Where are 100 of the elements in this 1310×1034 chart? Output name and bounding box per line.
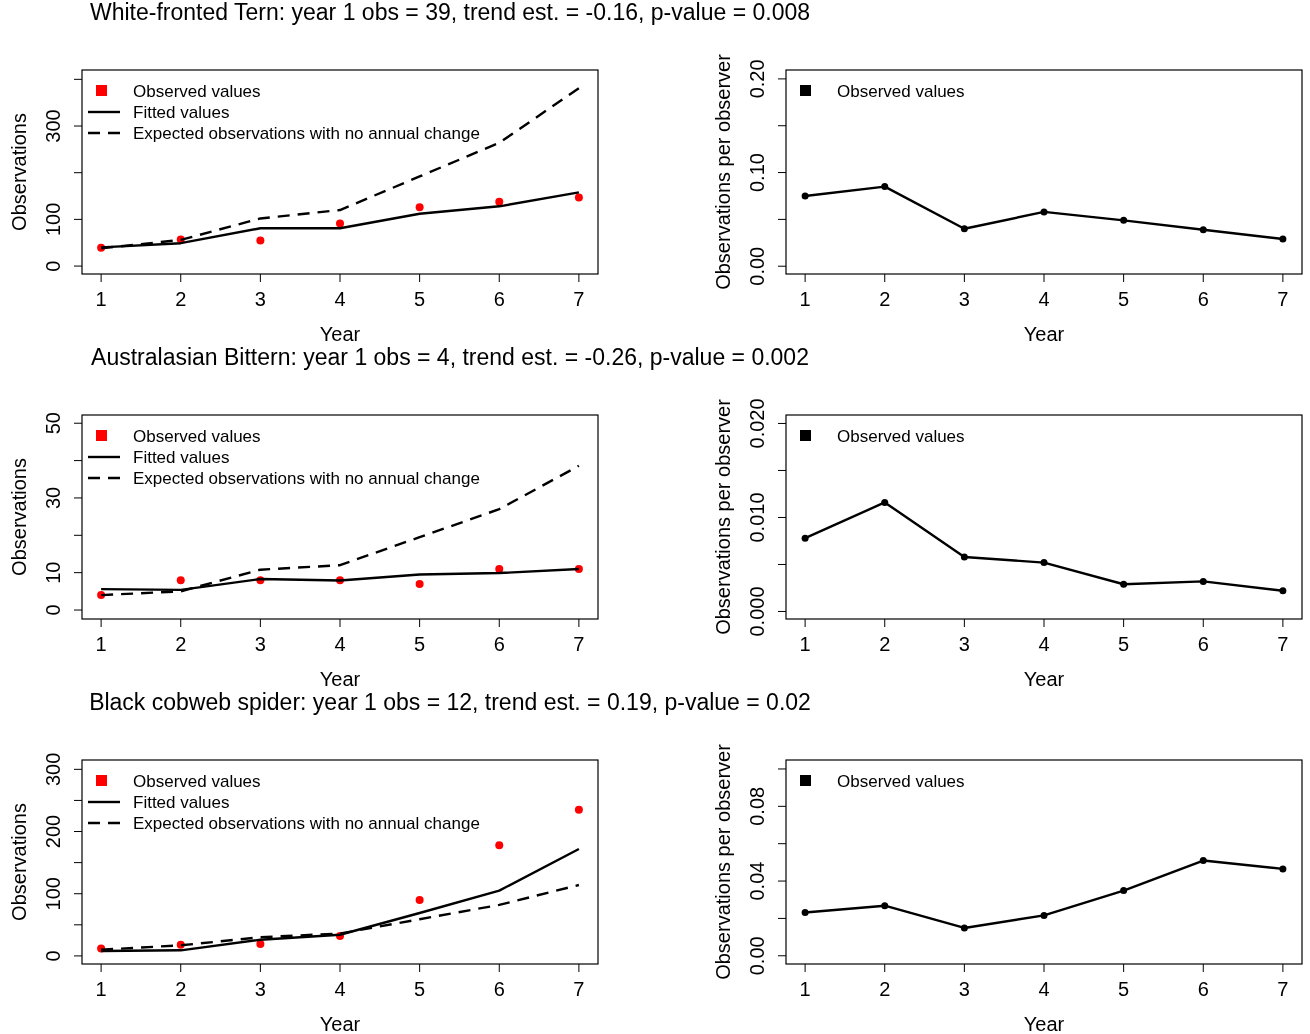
x-axis-title: Year: [1023, 668, 1065, 690]
x-axis-title: Year: [1023, 323, 1065, 345]
point: [256, 940, 265, 949]
x-tick-label: 1: [799, 978, 811, 1000]
x-tick-label: 4: [1038, 978, 1050, 1000]
x-tick-label: 1: [799, 633, 811, 655]
x-tick-label: 7: [573, 288, 585, 310]
legend-label: Observed values: [837, 427, 965, 446]
y-tick-label: 0.20: [746, 59, 768, 99]
x-tick-label: 5: [1118, 288, 1130, 310]
legend-label: Expected observations with no annual change: [133, 814, 480, 833]
x-tick-label: 1: [95, 978, 107, 1000]
x-tick-label: 2: [175, 633, 187, 655]
point: [1279, 587, 1287, 595]
y-axis-title: Observations per observer: [712, 53, 734, 290]
point: [801, 192, 809, 200]
x-axis-title: Year: [319, 668, 361, 690]
x-tick-label: 1: [95, 633, 107, 655]
point: [1040, 208, 1048, 216]
y-tick-label: 50: [42, 412, 64, 435]
y-tick-label: 0.04: [746, 861, 768, 901]
y-tick-label: 200: [42, 814, 64, 849]
legend-label: Expected observations with no annual change: [133, 124, 480, 143]
y-tick-label: 0.08: [746, 786, 768, 826]
point: [801, 908, 809, 916]
x-axis-title: Year: [1023, 1013, 1065, 1034]
y-tick-label: 0: [42, 604, 64, 616]
x-tick-label: 4: [1038, 633, 1050, 655]
x-tick-label: 7: [573, 633, 585, 655]
y-axis-title: Observations per observer: [712, 743, 734, 980]
point: [1120, 216, 1128, 224]
x-tick-label: 3: [254, 978, 266, 1000]
point: [1199, 577, 1207, 585]
y-tick-label: 100: [42, 202, 64, 237]
point: [1040, 559, 1048, 567]
x-tick-label: 4: [334, 633, 346, 655]
x-tick-label: 2: [879, 633, 891, 655]
x-tick-label: 7: [1277, 288, 1289, 310]
x-tick-label: 5: [1118, 978, 1130, 1000]
x-tick-label: 4: [334, 288, 346, 310]
legend-label: Observed values: [133, 82, 261, 101]
legend-label: Observed values: [133, 427, 261, 446]
point: [960, 553, 968, 561]
x-tick-label: 6: [1197, 288, 1209, 310]
point: [1199, 226, 1207, 234]
y-tick-label: 300: [42, 109, 64, 143]
x-tick-label: 6: [1197, 978, 1209, 1000]
x-tick-label: 6: [493, 978, 505, 1000]
legend-label: Observed values: [837, 772, 965, 791]
y-tick-label: 30: [42, 486, 64, 510]
x-tick-label: 6: [1197, 633, 1209, 655]
x-tick-label: 7: [573, 978, 585, 1000]
y-tick-label: 0.10: [746, 153, 768, 193]
x-tick-label: 5: [1118, 633, 1130, 655]
y-tick-label: 0: [42, 950, 64, 962]
point: [495, 197, 504, 206]
y-tick-label: 100: [42, 877, 64, 911]
x-tick-label: 3: [958, 288, 970, 310]
x-tick-label: 3: [958, 633, 970, 655]
y-tick-label: 0.00: [746, 246, 768, 286]
x-tick-label: 2: [175, 978, 187, 1000]
y-tick-label: 0: [42, 260, 64, 272]
point: [336, 219, 344, 228]
x-tick-label: 3: [254, 633, 266, 655]
point: [1199, 857, 1207, 865]
point: [574, 805, 583, 814]
point: [960, 924, 968, 932]
y-tick-label: 0.000: [746, 586, 768, 637]
point: [1279, 865, 1287, 873]
x-tick-label: 6: [493, 288, 505, 310]
y-axis-title: Observations per observer: [712, 398, 734, 635]
x-tick-label: 3: [254, 288, 266, 310]
legend-label: Observed values: [837, 82, 965, 101]
legend-label: Observed values: [133, 772, 261, 791]
x-tick-label: 2: [879, 288, 891, 310]
point: [415, 895, 424, 904]
x-tick-label: 3: [958, 978, 970, 1000]
x-tick-label: 1: [799, 288, 811, 310]
chart-title: Australasian Bittern: year 1 obs = 4, trend est. = -0.26, p-value = 0.002: [91, 344, 809, 370]
y-tick-label: 300: [42, 752, 64, 787]
x-axis-title: Year: [319, 323, 361, 345]
y-axis-title: Observations: [8, 458, 30, 576]
point: [881, 183, 889, 191]
point: [801, 534, 809, 542]
x-tick-label: 5: [414, 978, 426, 1000]
y-tick-label: 0.010: [746, 492, 768, 543]
y-axis-title: Observations: [8, 803, 30, 921]
x-tick-label: 5: [414, 288, 426, 310]
point: [495, 841, 504, 850]
chart-title: Black cobweb spider: year 1 obs = 12, trend est. = 0.19, p-value = 0.02: [89, 689, 811, 715]
legend-label: Expected observations with no annual change: [133, 469, 480, 488]
x-tick-label: 4: [1038, 288, 1050, 310]
legend-label: Fitted values: [133, 448, 230, 467]
line-series: [99, 464, 581, 597]
x-tick-label: 4: [334, 978, 346, 1000]
point: [881, 902, 889, 910]
x-axis-title: Year: [319, 1013, 361, 1034]
point: [881, 498, 889, 506]
point: [1120, 887, 1128, 895]
point: [1040, 911, 1048, 919]
